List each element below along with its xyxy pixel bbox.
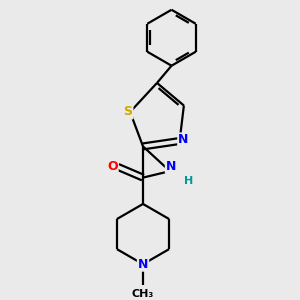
Text: H: H — [184, 176, 193, 186]
Text: N: N — [138, 258, 148, 271]
Text: CH₃: CH₃ — [132, 289, 154, 299]
Text: S: S — [123, 106, 132, 118]
Text: N: N — [178, 134, 188, 146]
Text: N: N — [166, 160, 176, 173]
Text: O: O — [107, 160, 118, 173]
